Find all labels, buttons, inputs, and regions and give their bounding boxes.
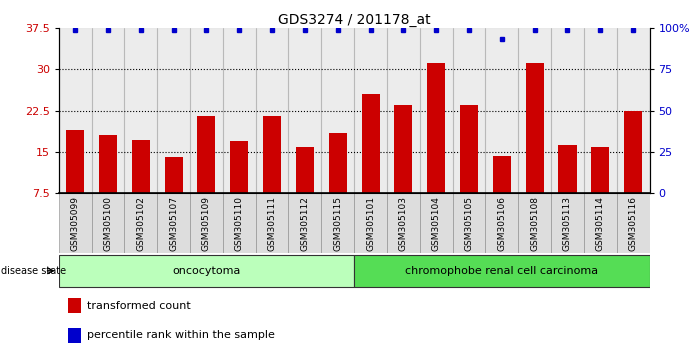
FancyBboxPatch shape	[91, 193, 124, 253]
Text: disease state: disease state	[1, 266, 66, 276]
FancyBboxPatch shape	[419, 193, 453, 253]
Text: GSM305104: GSM305104	[432, 196, 441, 251]
FancyBboxPatch shape	[453, 193, 485, 253]
Bar	[68, 298, 81, 313]
FancyBboxPatch shape	[354, 255, 650, 287]
Bar	[99, 135, 117, 193]
Bar	[263, 116, 281, 193]
FancyBboxPatch shape	[256, 193, 289, 253]
FancyBboxPatch shape	[551, 193, 584, 253]
Text: GSM305105: GSM305105	[464, 196, 473, 251]
Text: GSM305114: GSM305114	[596, 196, 605, 251]
Text: transformed count: transformed count	[87, 301, 191, 311]
Bar	[558, 145, 576, 193]
FancyBboxPatch shape	[289, 193, 321, 253]
Text: GSM305112: GSM305112	[301, 196, 310, 251]
Bar	[551, 28, 584, 193]
Bar	[59, 28, 91, 193]
Bar	[321, 28, 354, 193]
Bar	[354, 28, 387, 193]
Bar	[518, 28, 551, 193]
Bar	[198, 116, 216, 193]
FancyBboxPatch shape	[485, 193, 518, 253]
FancyBboxPatch shape	[59, 193, 91, 253]
FancyBboxPatch shape	[190, 193, 223, 253]
Bar	[190, 28, 223, 193]
Bar	[395, 105, 413, 193]
FancyBboxPatch shape	[387, 193, 419, 253]
Text: GSM305107: GSM305107	[169, 196, 178, 251]
Text: GSM305109: GSM305109	[202, 196, 211, 251]
FancyBboxPatch shape	[518, 193, 551, 253]
Bar	[256, 28, 288, 193]
Text: percentile rank within the sample: percentile rank within the sample	[87, 330, 275, 340]
Bar	[493, 156, 511, 193]
Bar	[68, 328, 81, 343]
Text: chromophobe renal cell carcinoma: chromophobe renal cell carcinoma	[406, 266, 598, 276]
FancyBboxPatch shape	[584, 193, 616, 253]
FancyBboxPatch shape	[124, 193, 157, 253]
Text: GSM305110: GSM305110	[235, 196, 244, 251]
Bar	[124, 28, 157, 193]
Bar	[419, 28, 453, 193]
Text: GSM305115: GSM305115	[333, 196, 342, 251]
Bar	[329, 133, 347, 193]
Bar	[361, 94, 379, 193]
Text: GSM305102: GSM305102	[136, 196, 145, 251]
Bar	[223, 28, 256, 193]
Bar	[427, 63, 445, 193]
Bar	[91, 28, 124, 193]
Text: GSM305108: GSM305108	[530, 196, 539, 251]
Text: GSM305101: GSM305101	[366, 196, 375, 251]
FancyBboxPatch shape	[157, 193, 190, 253]
Title: GDS3274 / 201178_at: GDS3274 / 201178_at	[278, 13, 430, 27]
Bar	[164, 157, 182, 193]
Bar	[591, 147, 609, 193]
Text: GSM305111: GSM305111	[267, 196, 276, 251]
Text: oncocytoma: oncocytoma	[172, 266, 240, 276]
Bar	[288, 28, 321, 193]
Bar	[624, 111, 642, 193]
Text: GSM305099: GSM305099	[70, 196, 79, 251]
Text: GSM305103: GSM305103	[399, 196, 408, 251]
FancyBboxPatch shape	[321, 193, 354, 253]
Bar	[460, 105, 478, 193]
FancyBboxPatch shape	[223, 193, 256, 253]
Bar	[584, 28, 616, 193]
FancyBboxPatch shape	[616, 193, 650, 253]
Text: GSM305113: GSM305113	[563, 196, 572, 251]
Bar	[387, 28, 419, 193]
FancyBboxPatch shape	[354, 193, 387, 253]
Bar	[132, 140, 150, 193]
Bar	[296, 147, 314, 193]
Bar	[66, 130, 84, 193]
Bar	[453, 28, 485, 193]
FancyBboxPatch shape	[59, 255, 354, 287]
Text: GSM305116: GSM305116	[629, 196, 638, 251]
Bar	[526, 63, 544, 193]
Text: GSM305100: GSM305100	[104, 196, 113, 251]
Bar	[616, 28, 650, 193]
Bar	[485, 28, 518, 193]
Bar	[230, 141, 248, 193]
Text: GSM305106: GSM305106	[498, 196, 507, 251]
Bar	[157, 28, 190, 193]
